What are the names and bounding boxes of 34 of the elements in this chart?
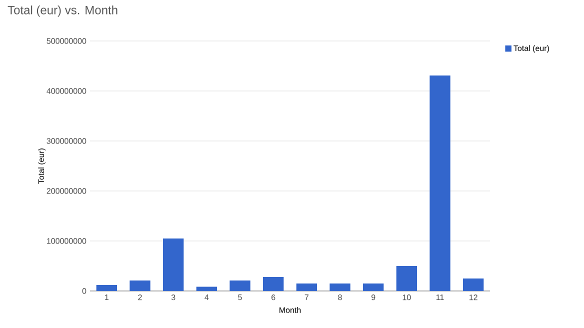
y-tick-label: 0: [82, 288, 86, 294]
x-tick-label: 10: [402, 294, 411, 300]
bar: [96, 284, 118, 291]
bar: [130, 280, 150, 291]
chart-title: Total (eur) vs. Month: [8, 6, 118, 17]
x-tick-label: 12: [469, 294, 478, 300]
x-tick-label: 5: [238, 294, 242, 300]
x-tick-label: 9: [371, 294, 376, 300]
x-tick-label: 1: [105, 294, 109, 300]
bar: [263, 276, 284, 291]
bar: [363, 283, 384, 291]
bar: [430, 75, 450, 291]
bar: [396, 266, 417, 291]
x-tick-label: 11: [436, 294, 444, 300]
x-tick-label: 4: [204, 294, 209, 300]
x-tick-label: 2: [138, 294, 142, 300]
y-axis-title: Total (eur): [38, 148, 46, 184]
y-tick-label: 300000000: [46, 138, 86, 144]
legend-label: Total (eur): [514, 45, 549, 53]
x-tick-label: 3: [171, 294, 176, 300]
bar: [330, 283, 350, 291]
x-axis-title: Month: [280, 307, 301, 313]
bar: [230, 280, 250, 291]
y-tick-label: 500000000: [46, 38, 86, 44]
bar: [163, 238, 184, 291]
x-tick-label: 6: [272, 294, 276, 300]
x-tick-label: 8: [338, 294, 342, 300]
bar: [196, 286, 218, 291]
bar: [296, 283, 318, 291]
y-tick-label: 400000000: [46, 88, 86, 94]
y-tick-label: 100000000: [47, 238, 86, 244]
x-tick-label: 7: [304, 294, 308, 300]
y-tick-label: 200000000: [46, 188, 86, 194]
bar: [463, 278, 484, 291]
